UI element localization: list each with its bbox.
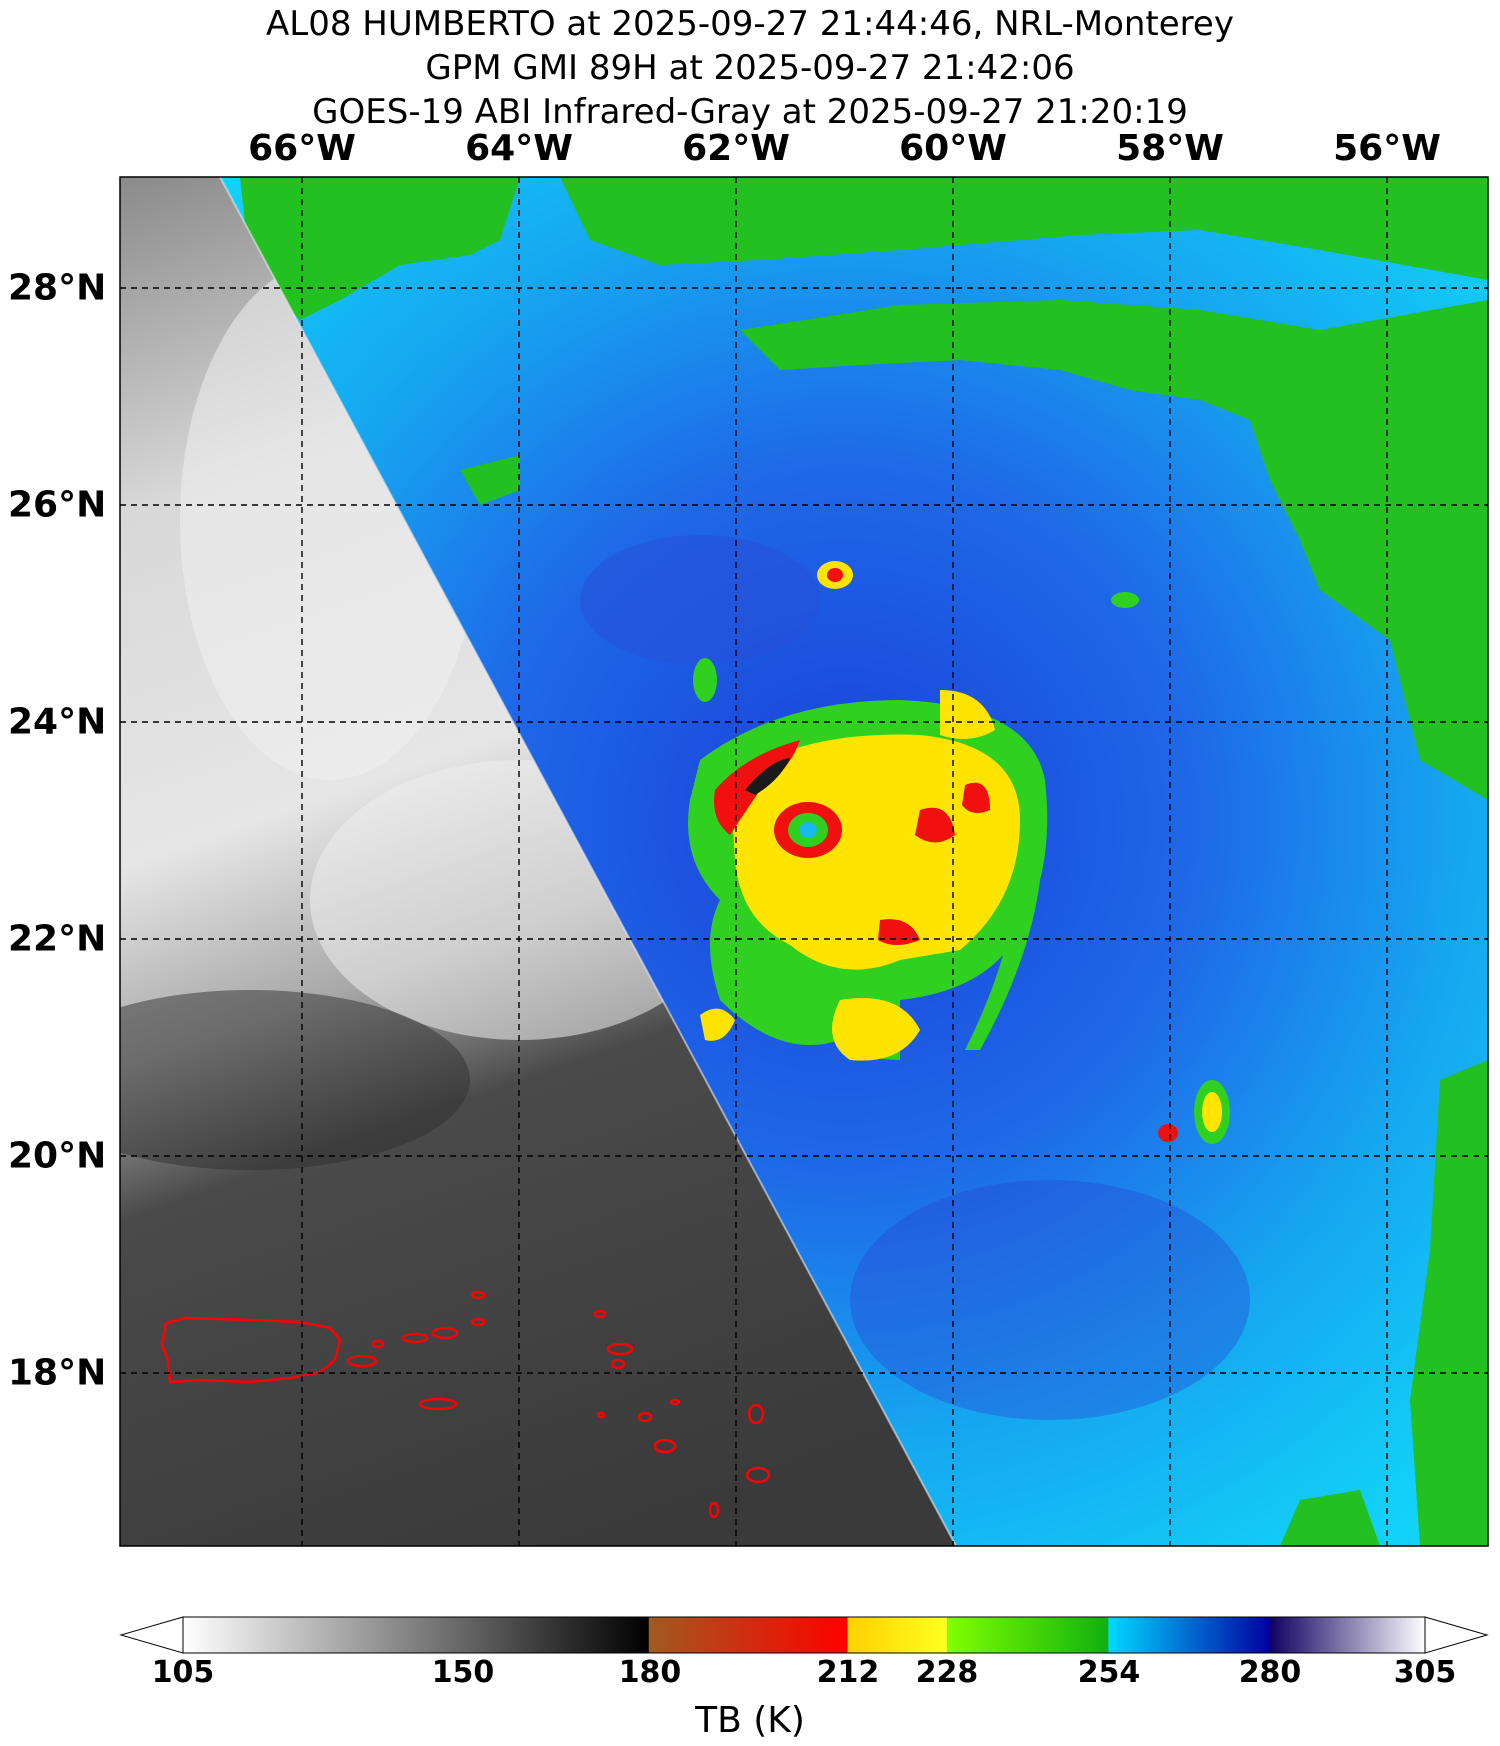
map-frame [119, 176, 1489, 1547]
coastline-outlines [160, 1290, 771, 1519]
colorbar-segment [183, 1617, 650, 1653]
title-line-1: AL08 HUMBERTO at 2025-09-27 21:44:46, NR… [266, 4, 1234, 44]
colorbar-tick-305: 305 [1393, 1655, 1457, 1690]
latitude-label-20n: 20°N [8, 1135, 107, 1177]
latitude-label-24n: 24°N [8, 701, 107, 743]
longitude-label-66w: 66°W [248, 128, 356, 169]
colorbar-segment [946, 1617, 1109, 1653]
colorbar-tick-212: 212 [816, 1655, 880, 1690]
title-line-3: GOES-19 ABI Infrared-Gray at 2025-09-27 … [312, 92, 1188, 132]
colorbar-tick-280: 280 [1238, 1655, 1302, 1690]
colorbar-tick-254: 254 [1077, 1655, 1141, 1690]
colorbar-title: TB (K) [695, 1700, 805, 1741]
longitude-label-58w: 58°W [1116, 128, 1224, 169]
colorbar-segment [847, 1617, 948, 1653]
longitude-label-62w: 62°W [682, 128, 790, 169]
latitude-label-22n: 22°N [8, 918, 107, 960]
longitude-label-56w: 56°W [1333, 128, 1441, 169]
colorbar [119, 1616, 1489, 1654]
latitude-label-26n: 26°N [8, 484, 107, 526]
colorbar-segment [1269, 1617, 1426, 1653]
hurricane-eye [799, 822, 817, 838]
longitude-label-64w: 64°W [465, 128, 573, 169]
colorbar-tick-105: 105 [151, 1655, 215, 1690]
latitude-label-18n: 18°N [8, 1352, 107, 1394]
colorbar-frame [182, 1616, 1426, 1654]
latitude-label-28n: 28°N [8, 267, 107, 309]
title-line-2: GPM GMI 89H at 2025-09-27 21:42:06 [425, 48, 1075, 88]
colorbar-extend-low [119, 1616, 184, 1654]
colorbar-tick-180: 180 [618, 1655, 682, 1690]
puerto-rico-coastline [160, 1316, 342, 1384]
colorbar-tick-150: 150 [431, 1655, 495, 1690]
colorbar-extend-high [1424, 1616, 1489, 1654]
colorbar-segment [648, 1617, 848, 1653]
longitude-label-60w: 60°W [899, 128, 1007, 169]
hurricane-eyewall-region [688, 690, 1048, 1061]
colorbar-segment [1108, 1617, 1271, 1653]
colorbar-tick-228: 228 [915, 1655, 979, 1690]
graticule [120, 177, 1488, 1546]
